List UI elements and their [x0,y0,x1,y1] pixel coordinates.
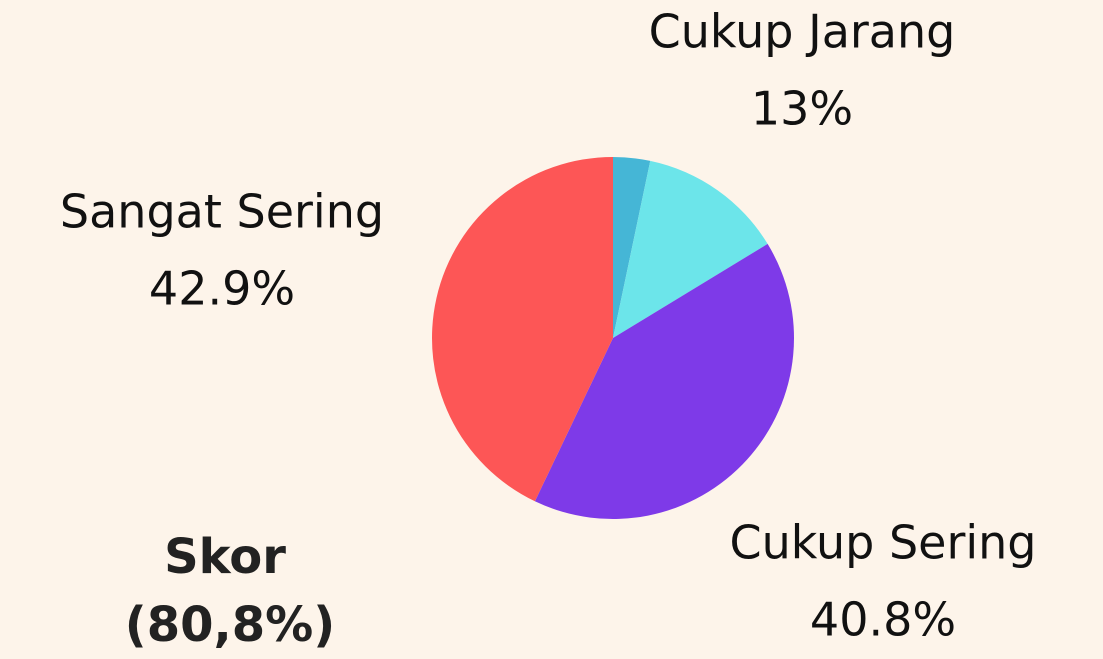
pie-slice [613,157,651,338]
value-label: 42.9% [149,262,295,316]
pie-slice [431,157,613,502]
pie-slice [613,160,768,338]
value-label: 13% [751,82,853,136]
pie-slice [534,243,795,519]
slice-label: Sangat Sering [60,185,384,239]
annotation: Skor [164,529,286,585]
value-label: 40.8% [810,593,956,647]
annotation: (80,8%) [125,597,335,653]
slice-label: Cukup Jarang [649,5,956,59]
slice-label: Cukup Sering [729,516,1036,570]
